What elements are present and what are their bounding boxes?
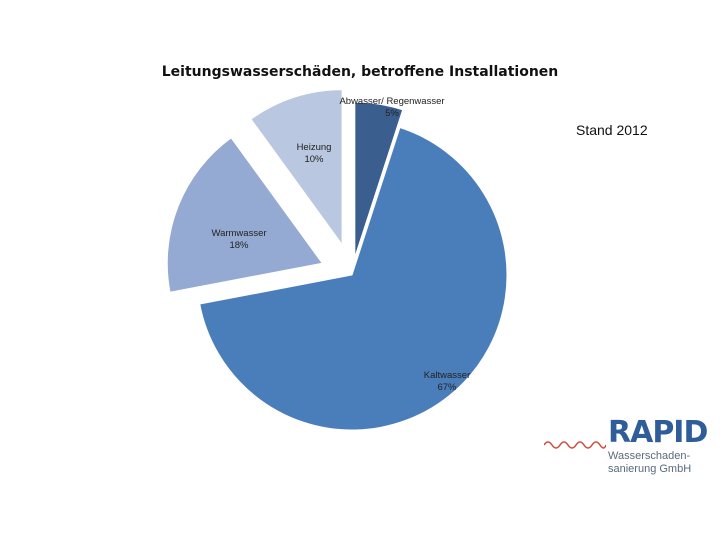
logo-subtitle-line1: Wasserschaden- (608, 450, 691, 462)
chart-annotation: Stand 2012 (576, 122, 648, 138)
slice-name-label: Heizung (297, 142, 332, 153)
pie-slice-abwasser-regenwasser (354, 101, 404, 258)
slice-value-label: 5% (385, 108, 399, 119)
slice-value-label: 18% (229, 240, 249, 251)
wave-icon (544, 441, 606, 449)
pie-slice-warmwasser (166, 137, 324, 293)
company-logo: RAPID Wasserschaden- sanierung GmbH (540, 418, 710, 478)
chart-title: Leitungswasserschäden, betroffene Instal… (161, 64, 559, 80)
logo-subtitle-line2: sanierung GmbH (608, 463, 692, 475)
logo-wordmark: RAPID (608, 415, 708, 450)
slice-value-label: 10% (304, 154, 324, 165)
pie-slice-kaltwasser (199, 126, 508, 431)
slice-name-label: Abwasser/ Regenwasser (339, 96, 444, 107)
pie-slice-heizung (250, 89, 343, 247)
slice-value-label: 67% (437, 382, 457, 393)
slice-name-label: Kaltwasser (424, 370, 470, 381)
slice-name-label: Warmwasser (211, 228, 266, 239)
